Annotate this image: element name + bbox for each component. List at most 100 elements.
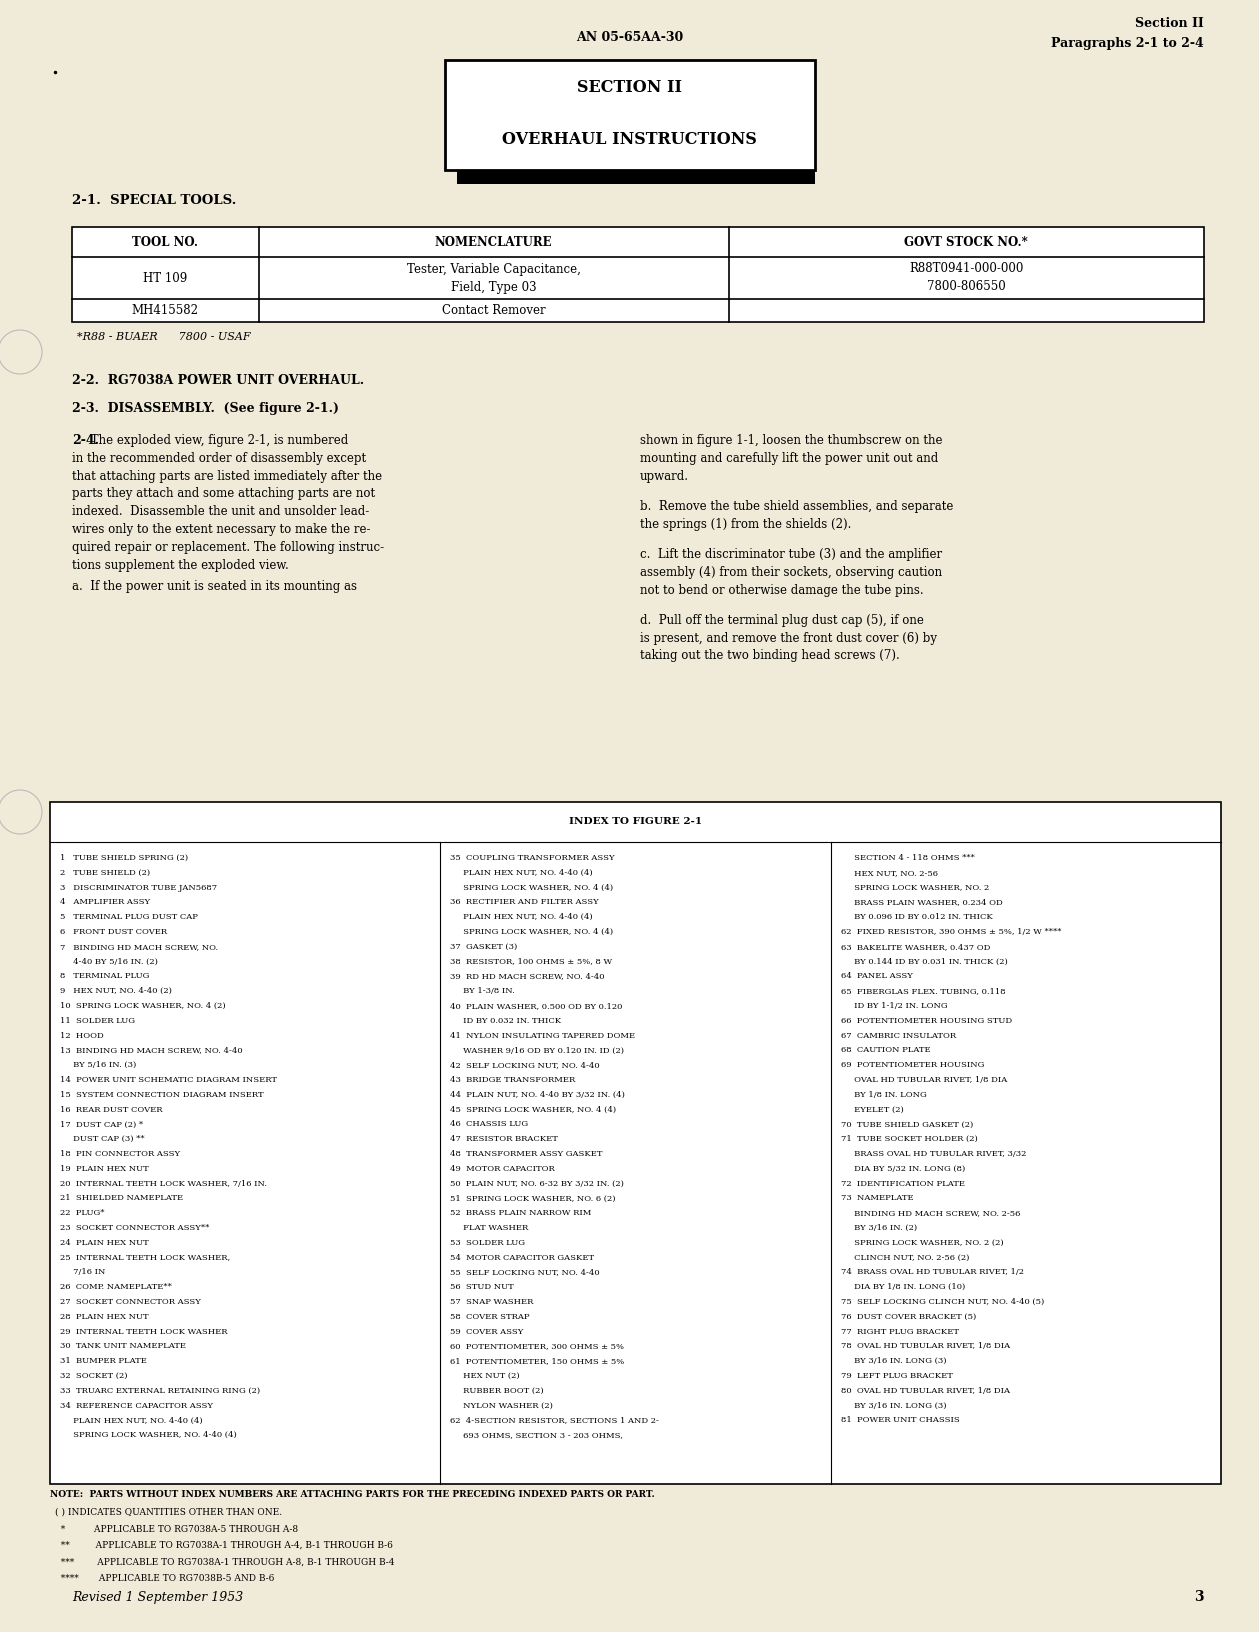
Text: Field, Type 03: Field, Type 03 [451,281,536,294]
Text: 4   AMPLIFIER ASSY: 4 AMPLIFIER ASSY [60,898,150,906]
Text: 35  COUPLING TRANSFORMER ASSY: 35 COUPLING TRANSFORMER ASSY [451,854,614,862]
Text: in the recommended order of disassembly except: in the recommended order of disassembly … [72,452,366,465]
Text: 7800-806550: 7800-806550 [927,281,1006,294]
Text: TOOL NO.: TOOL NO. [132,235,199,248]
Text: WASHER 9/16 OD BY 0.120 IN. ID (2): WASHER 9/16 OD BY 0.120 IN. ID (2) [451,1046,624,1054]
Text: 2   TUBE SHIELD (2): 2 TUBE SHIELD (2) [60,868,150,876]
Text: 10  SPRING LOCK WASHER, NO. 4 (2): 10 SPRING LOCK WASHER, NO. 4 (2) [60,1002,225,1010]
Text: 44  PLAIN NUT, NO. 4-40 BY 3/32 IN. (4): 44 PLAIN NUT, NO. 4-40 BY 3/32 IN. (4) [451,1090,626,1098]
Text: R88T0941-000-000: R88T0941-000-000 [909,263,1024,276]
Text: BY 0.096 ID BY 0.012 IN. THICK: BY 0.096 ID BY 0.012 IN. THICK [841,914,992,920]
Text: mounting and carefully lift the power unit out and: mounting and carefully lift the power un… [640,452,938,465]
Text: ( ) INDICATES QUANTITIES OTHER THAN ONE.: ( ) INDICATES QUANTITIES OTHER THAN ONE. [55,1508,282,1518]
Text: 2-1.  SPECIAL TOOLS.: 2-1. SPECIAL TOOLS. [72,194,237,207]
Text: NOTE:  PARTS WITHOUT INDEX NUMBERS ARE ATTACHING PARTS FOR THE PRECEDING INDEXED: NOTE: PARTS WITHOUT INDEX NUMBERS ARE AT… [50,1490,655,1500]
Text: the springs (1) from the shields (2).: the springs (1) from the shields (2). [640,517,851,530]
Text: 26  COMP. NAMEPLATE**: 26 COMP. NAMEPLATE** [60,1283,172,1291]
Bar [444,60,815,170]
Text: 67  CAMBRIC INSULATOR: 67 CAMBRIC INSULATOR [841,1031,956,1040]
Text: 4-40 BY 5/16 IN. (2): 4-40 BY 5/16 IN. (2) [60,958,157,966]
Text: DUST CAP (3) **: DUST CAP (3) ** [60,1136,145,1142]
Text: 64  PANEL ASSY: 64 PANEL ASSY [841,973,913,981]
Text: PLAIN HEX NUT, NO. 4-40 (4): PLAIN HEX NUT, NO. 4-40 (4) [451,914,593,920]
Text: 3   DISCRIMINATOR TUBE JAN5687: 3 DISCRIMINATOR TUBE JAN5687 [60,883,217,891]
Text: 15  SYSTEM CONNECTION DIAGRAM INSERT: 15 SYSTEM CONNECTION DIAGRAM INSERT [60,1090,263,1098]
Text: 72  IDENTIFICATION PLATE: 72 IDENTIFICATION PLATE [841,1180,964,1188]
Text: 24  PLAIN HEX NUT: 24 PLAIN HEX NUT [60,1239,149,1247]
Text: ID BY 1-1/2 IN. LONG: ID BY 1-1/2 IN. LONG [841,1002,947,1010]
Text: SPRING LOCK WASHER, NO. 2 (2): SPRING LOCK WASHER, NO. 2 (2) [841,1239,1003,1247]
Text: 42  SELF LOCKING NUT, NO. 4-40: 42 SELF LOCKING NUT, NO. 4-40 [451,1061,601,1069]
Circle shape [0,790,42,834]
Text: 6   FRONT DUST COVER: 6 FRONT DUST COVER [60,929,167,937]
Text: 49  MOTOR CAPACITOR: 49 MOTOR CAPACITOR [451,1165,555,1173]
Text: SPRING LOCK WASHER, NO. 4 (4): SPRING LOCK WASHER, NO. 4 (4) [451,929,613,937]
Text: tions supplement the exploded view.: tions supplement the exploded view. [72,558,288,571]
Text: 50  PLAIN NUT, NO. 6-32 BY 3/32 IN. (2): 50 PLAIN NUT, NO. 6-32 BY 3/32 IN. (2) [451,1180,624,1188]
Text: Contact Remover: Contact Remover [442,304,545,317]
Text: 61  POTENTIOMETER, 150 OHMS ± 5%: 61 POTENTIOMETER, 150 OHMS ± 5% [451,1358,624,1366]
Text: 48  TRANSFORMER ASSY GASKET: 48 TRANSFORMER ASSY GASKET [451,1151,603,1159]
Text: d.  Pull off the terminal plug dust cap (5), if one: d. Pull off the terminal plug dust cap (… [640,614,923,627]
Text: 33  TRUARC EXTERNAL RETAINING RING (2): 33 TRUARC EXTERNAL RETAINING RING (2) [60,1387,261,1395]
Text: OVAL HD TUBULAR RIVET, 1/8 DIA: OVAL HD TUBULAR RIVET, 1/8 DIA [841,1075,1007,1084]
Text: Tester, Variable Capacitance,: Tester, Variable Capacitance, [407,263,580,276]
Text: 29  INTERNAL TEETH LOCK WASHER: 29 INTERNAL TEETH LOCK WASHER [60,1327,228,1335]
Text: 8   TERMINAL PLUG: 8 TERMINAL PLUG [60,973,150,981]
Text: NOMENCLATURE: NOMENCLATURE [434,235,553,248]
Text: 19  PLAIN HEX NUT: 19 PLAIN HEX NUT [60,1165,149,1173]
Text: is present, and remove the front dust cover (6) by: is present, and remove the front dust co… [640,632,937,645]
Text: BY 5/16 IN. (3): BY 5/16 IN. (3) [60,1061,136,1069]
Text: 30  TANK UNIT NAMEPLATE: 30 TANK UNIT NAMEPLATE [60,1343,186,1350]
Text: Revised 1 September 1953: Revised 1 September 1953 [72,1591,243,1604]
Text: 11  SOLDER LUG: 11 SOLDER LUG [60,1017,135,1025]
Text: 55  SELF LOCKING NUT, NO. 4-40: 55 SELF LOCKING NUT, NO. 4-40 [451,1268,601,1276]
Text: 23  SOCKET CONNECTOR ASSY**: 23 SOCKET CONNECTOR ASSY** [60,1224,209,1232]
Text: DIA BY 1/8 IN. LONG (10): DIA BY 1/8 IN. LONG (10) [841,1283,964,1291]
Text: 31  BUMPER PLATE: 31 BUMPER PLATE [60,1358,147,1366]
Text: 2-4.: 2-4. [72,434,99,447]
Text: 20  INTERNAL TEETH LOCK WASHER, 7/16 IN.: 20 INTERNAL TEETH LOCK WASHER, 7/16 IN. [60,1180,267,1188]
Text: SPRING LOCK WASHER, NO. 4-40 (4): SPRING LOCK WASHER, NO. 4-40 (4) [60,1431,237,1439]
Text: 36  RECTIFIER AND FILTER ASSY: 36 RECTIFIER AND FILTER ASSY [451,898,599,906]
Text: BRASS PLAIN WASHER, 0.234 OD: BRASS PLAIN WASHER, 0.234 OD [841,898,1002,906]
Text: 7   BINDING HD MACH SCREW, NO.: 7 BINDING HD MACH SCREW, NO. [60,943,218,951]
Text: 3: 3 [1195,1590,1204,1604]
Text: ID BY 0.032 IN. THICK: ID BY 0.032 IN. THICK [451,1017,562,1025]
Text: shown in figure 1-1, loosen the thumbscrew on the: shown in figure 1-1, loosen the thumbscr… [640,434,942,447]
Text: 81  POWER UNIT CHASSIS: 81 POWER UNIT CHASSIS [841,1417,959,1425]
Text: 32  SOCKET (2): 32 SOCKET (2) [60,1373,127,1381]
Text: 27  SOCKET CONNECTOR ASSY: 27 SOCKET CONNECTOR ASSY [60,1297,201,1306]
Text: 71  TUBE SOCKET HOLDER (2): 71 TUBE SOCKET HOLDER (2) [841,1136,977,1142]
Text: 58  COVER STRAP: 58 COVER STRAP [451,1312,530,1320]
Text: 70  TUBE SHIELD GASKET (2): 70 TUBE SHIELD GASKET (2) [841,1121,973,1128]
Text: 53  SOLDER LUG: 53 SOLDER LUG [451,1239,525,1247]
Text: 14  POWER UNIT SCHEMATIC DIAGRAM INSERT: 14 POWER UNIT SCHEMATIC DIAGRAM INSERT [60,1075,277,1084]
Text: OVERHAUL INSTRUCTIONS: OVERHAUL INSTRUCTIONS [502,132,757,149]
Text: 7/16 IN: 7/16 IN [60,1268,106,1276]
Text: FLAT WASHER: FLAT WASHER [451,1224,529,1232]
Text: *R88 - BUAER      7800 - USAF: *R88 - BUAER 7800 - USAF [77,331,251,343]
Text: NYLON WASHER (2): NYLON WASHER (2) [451,1402,553,1410]
Text: parts they attach and some attaching parts are not: parts they attach and some attaching par… [72,488,375,501]
Text: ***        APPLICABLE TO RG7038A-1 THROUGH A-8, B-1 THROUGH B-4: *** APPLICABLE TO RG7038A-1 THROUGH A-8,… [55,1557,394,1567]
Text: upward.: upward. [640,470,689,483]
Text: BRASS OVAL HD TUBULAR RIVET, 3/32: BRASS OVAL HD TUBULAR RIVET, 3/32 [841,1151,1026,1159]
Text: SPRING LOCK WASHER, NO. 2: SPRING LOCK WASHER, NO. 2 [841,883,988,891]
Text: SPRING LOCK WASHER, NO. 4 (4): SPRING LOCK WASHER, NO. 4 (4) [451,883,613,891]
Text: BINDING HD MACH SCREW, NO. 2-56: BINDING HD MACH SCREW, NO. 2-56 [841,1209,1020,1217]
Text: Section II: Section II [1136,16,1204,29]
Text: SECTION II: SECTION II [577,80,682,96]
Text: assembly (4) from their sockets, observing caution: assembly (4) from their sockets, observi… [640,566,942,579]
Text: 60  POTENTIOMETER, 300 OHMS ± 5%: 60 POTENTIOMETER, 300 OHMS ± 5% [451,1343,624,1350]
Text: AN 05-65AA-30: AN 05-65AA-30 [575,31,684,44]
Circle shape [0,330,42,374]
Text: 17  DUST CAP (2) *: 17 DUST CAP (2) * [60,1121,144,1128]
Text: 63  BAKELITE WASHER, 0.437 OD: 63 BAKELITE WASHER, 0.437 OD [841,943,990,951]
Text: 66  POTENTIOMETER HOUSING STUD: 66 POTENTIOMETER HOUSING STUD [841,1017,1012,1025]
Text: 9   HEX NUT, NO. 4-40 (2): 9 HEX NUT, NO. 4-40 (2) [60,987,172,996]
Text: 40  PLAIN WASHER, 0.500 OD BY 0.120: 40 PLAIN WASHER, 0.500 OD BY 0.120 [451,1002,623,1010]
Text: 12  HOOD: 12 HOOD [60,1031,103,1040]
Text: EYELET (2): EYELET (2) [841,1105,904,1113]
Text: 43  BRIDGE TRANSFORMER: 43 BRIDGE TRANSFORMER [451,1075,575,1084]
